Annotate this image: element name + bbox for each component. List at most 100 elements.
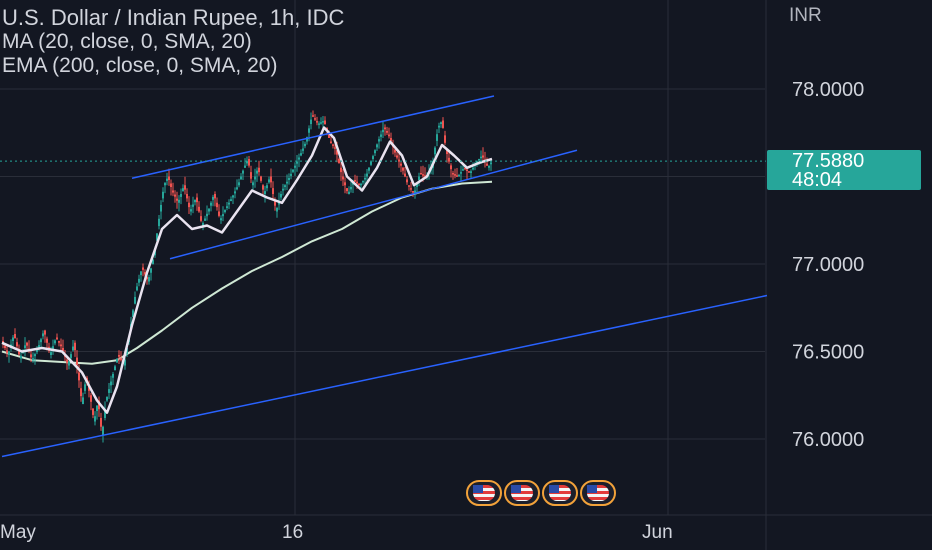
candle-body — [96, 405, 98, 411]
candle-body — [424, 175, 426, 177]
candle-body — [480, 156, 482, 159]
us-flag-icon[interactable] — [504, 480, 540, 506]
us-flag-icon[interactable] — [580, 480, 616, 506]
candle-body — [282, 188, 284, 191]
candle-body — [248, 159, 250, 166]
candle-body — [216, 202, 218, 208]
candle-body — [78, 372, 80, 381]
candle-body — [134, 296, 136, 304]
candle-body — [330, 141, 332, 143]
candle-body — [312, 115, 314, 117]
candle-body — [446, 150, 448, 155]
candle-body — [338, 159, 340, 164]
candle-body — [380, 134, 382, 137]
candle-body — [462, 169, 464, 171]
candle-body — [194, 199, 196, 203]
candle-body — [410, 188, 412, 190]
candle-body — [58, 341, 60, 343]
candle-body — [464, 167, 466, 170]
candle-body — [212, 196, 214, 200]
candle-body — [26, 342, 28, 346]
candle-body — [414, 190, 416, 194]
candle-body — [54, 340, 56, 344]
candle-body — [94, 416, 96, 422]
candle-body — [422, 174, 424, 176]
candle-body — [230, 199, 232, 201]
chart-legend[interactable]: U.S. Dollar / Indian Rupee, 1h, IDC MA (… — [0, 6, 344, 78]
candle-body — [364, 177, 366, 180]
candle-body — [92, 408, 94, 415]
x-tick-label: May — [0, 522, 36, 543]
candle-body — [348, 191, 350, 194]
x-axis-ticks: May 16 Jun — [0, 522, 673, 543]
candle-body — [378, 139, 380, 142]
candle-body — [36, 350, 38, 353]
candle-body — [160, 204, 162, 212]
candle-body — [66, 359, 68, 363]
candle-body — [376, 144, 378, 148]
candle-body — [148, 277, 150, 282]
candle-body — [40, 339, 42, 343]
candle-body — [400, 163, 402, 166]
trendline-2 — [1, 294, 768, 458]
candle-body — [30, 354, 32, 358]
candle-body — [444, 135, 446, 143]
candle-body — [46, 338, 48, 343]
candle-body — [158, 218, 160, 227]
candle-body — [332, 144, 334, 146]
symbol-title[interactable]: U.S. Dollar / Indian Rupee, 1h, IDC — [2, 5, 345, 30]
candle-body — [358, 183, 360, 185]
candle-body — [318, 123, 320, 125]
candle-body — [408, 185, 410, 187]
candle-body — [4, 345, 6, 348]
candle-body — [12, 337, 14, 341]
candle-body — [368, 167, 370, 171]
candle-body — [452, 173, 454, 175]
candle-body — [356, 181, 358, 184]
candle-body — [244, 165, 246, 168]
candle-body — [76, 357, 78, 366]
us-flag-icon[interactable] — [542, 480, 578, 506]
candle-body — [142, 267, 144, 270]
candle-body — [350, 187, 352, 190]
ema-layer — [1, 180, 493, 365]
y-tick-label: 76.0000 — [792, 429, 864, 451]
currency-label: INR — [789, 5, 822, 26]
candle-body — [234, 191, 236, 194]
candle-body — [298, 157, 300, 160]
candle-body — [6, 350, 8, 353]
candle-body — [70, 354, 72, 358]
candle-body — [114, 366, 116, 371]
candle-body — [438, 125, 440, 128]
candle-body — [156, 233, 158, 241]
economic-events[interactable] — [466, 480, 641, 508]
candle-body — [180, 194, 182, 197]
candle-body — [390, 138, 392, 141]
candle-body — [402, 167, 404, 171]
x-tick-label: Jun — [642, 522, 673, 543]
candle-body — [290, 173, 292, 176]
candle-body — [202, 223, 204, 226]
candle-body — [468, 171, 470, 173]
candle-body — [412, 191, 414, 193]
candle-body — [38, 345, 40, 348]
y-tick-label: 78.0000 — [792, 79, 864, 101]
candle-body — [418, 176, 420, 180]
candle-body — [192, 204, 194, 207]
candle-body — [370, 161, 372, 165]
candle-body — [488, 166, 490, 168]
us-flag-icon[interactable] — [466, 480, 502, 506]
candle-body — [416, 183, 418, 187]
candle-body — [228, 202, 230, 205]
candle-body — [162, 191, 164, 199]
candle-body — [384, 127, 386, 130]
ema-legend[interactable]: EMA (200, close, 0, SMA, 20) — [2, 54, 278, 77]
ma20-line — [1, 126, 493, 414]
candle-body — [386, 131, 388, 133]
candle-body — [344, 182, 346, 186]
candle-body — [308, 128, 310, 133]
ma-legend[interactable]: MA (20, close, 0, SMA, 20) — [2, 30, 252, 53]
candle-body — [288, 177, 290, 180]
candle-body — [472, 167, 474, 170]
